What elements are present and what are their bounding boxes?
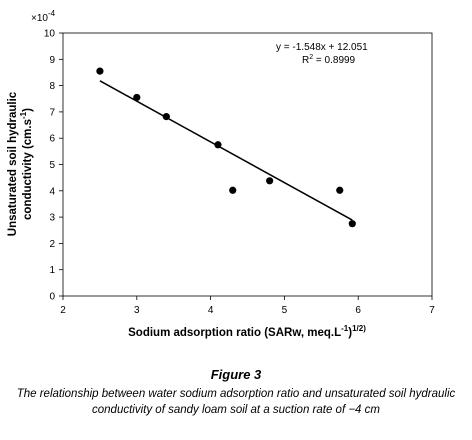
x-axis-label: Sodium adsorption ratio (SARw, meq.L-1)1…: [128, 324, 366, 339]
figure-label: Figure 3: [210, 367, 262, 382]
data-point: [162, 113, 170, 121]
y-tick-label: 2: [49, 239, 55, 250]
x-axis: 2 3 4 5 6 7: [60, 296, 435, 316]
y-axis: 0 1 2 3 4 5 6 7 8 9 10: [44, 29, 63, 303]
x-tick-label: 2: [60, 305, 66, 316]
data-point: [266, 177, 274, 185]
trend-equation: y = -1.548x + 12.051: [276, 42, 368, 53]
data-point: [229, 186, 237, 194]
y-tick-label: 7: [49, 107, 55, 118]
data-point: [336, 186, 344, 194]
y-tick-label: 3: [49, 213, 55, 224]
data-point: [96, 67, 104, 75]
x-tick-label: 5: [282, 305, 288, 316]
plot-area: [62, 32, 433, 297]
data-point: [348, 220, 356, 228]
x-tick-label: 4: [208, 305, 214, 316]
data-points: [96, 67, 356, 228]
x-tick-label: 3: [134, 305, 140, 316]
data-point: [214, 141, 222, 149]
r-squared: R2 = 0.8999: [302, 54, 356, 66]
y-tick-label: 10: [44, 29, 56, 40]
y-tick-label: 1: [49, 265, 55, 276]
y-tick-label: 0: [49, 292, 55, 303]
y-tick-label: 4: [49, 186, 55, 197]
y-tick-label: 6: [49, 134, 55, 145]
y-axis-label-line2: conductivity (cm.s-1): [19, 108, 34, 220]
x-tick-label: 7: [429, 305, 435, 316]
y-multiplier: ×10-4: [31, 9, 56, 24]
y-tick-label: 9: [49, 55, 55, 66]
data-point: [133, 93, 141, 102]
y-tick-label: 5: [49, 160, 55, 171]
trend-line: [99, 80, 353, 221]
x-tick-label: 6: [355, 305, 361, 316]
y-axis-label-line1: Unsaturated soil hydraulic: [7, 91, 19, 236]
y-tick-label: 8: [49, 81, 55, 92]
scatter-chart: 0 1 2 3 4 5 6 7 8 9 10 2 3 4 5 6 7 ×10-4 y = -1.548x + …: [7, 9, 435, 339]
figure-caption: The relationship between water sodium ad…: [16, 388, 456, 416]
